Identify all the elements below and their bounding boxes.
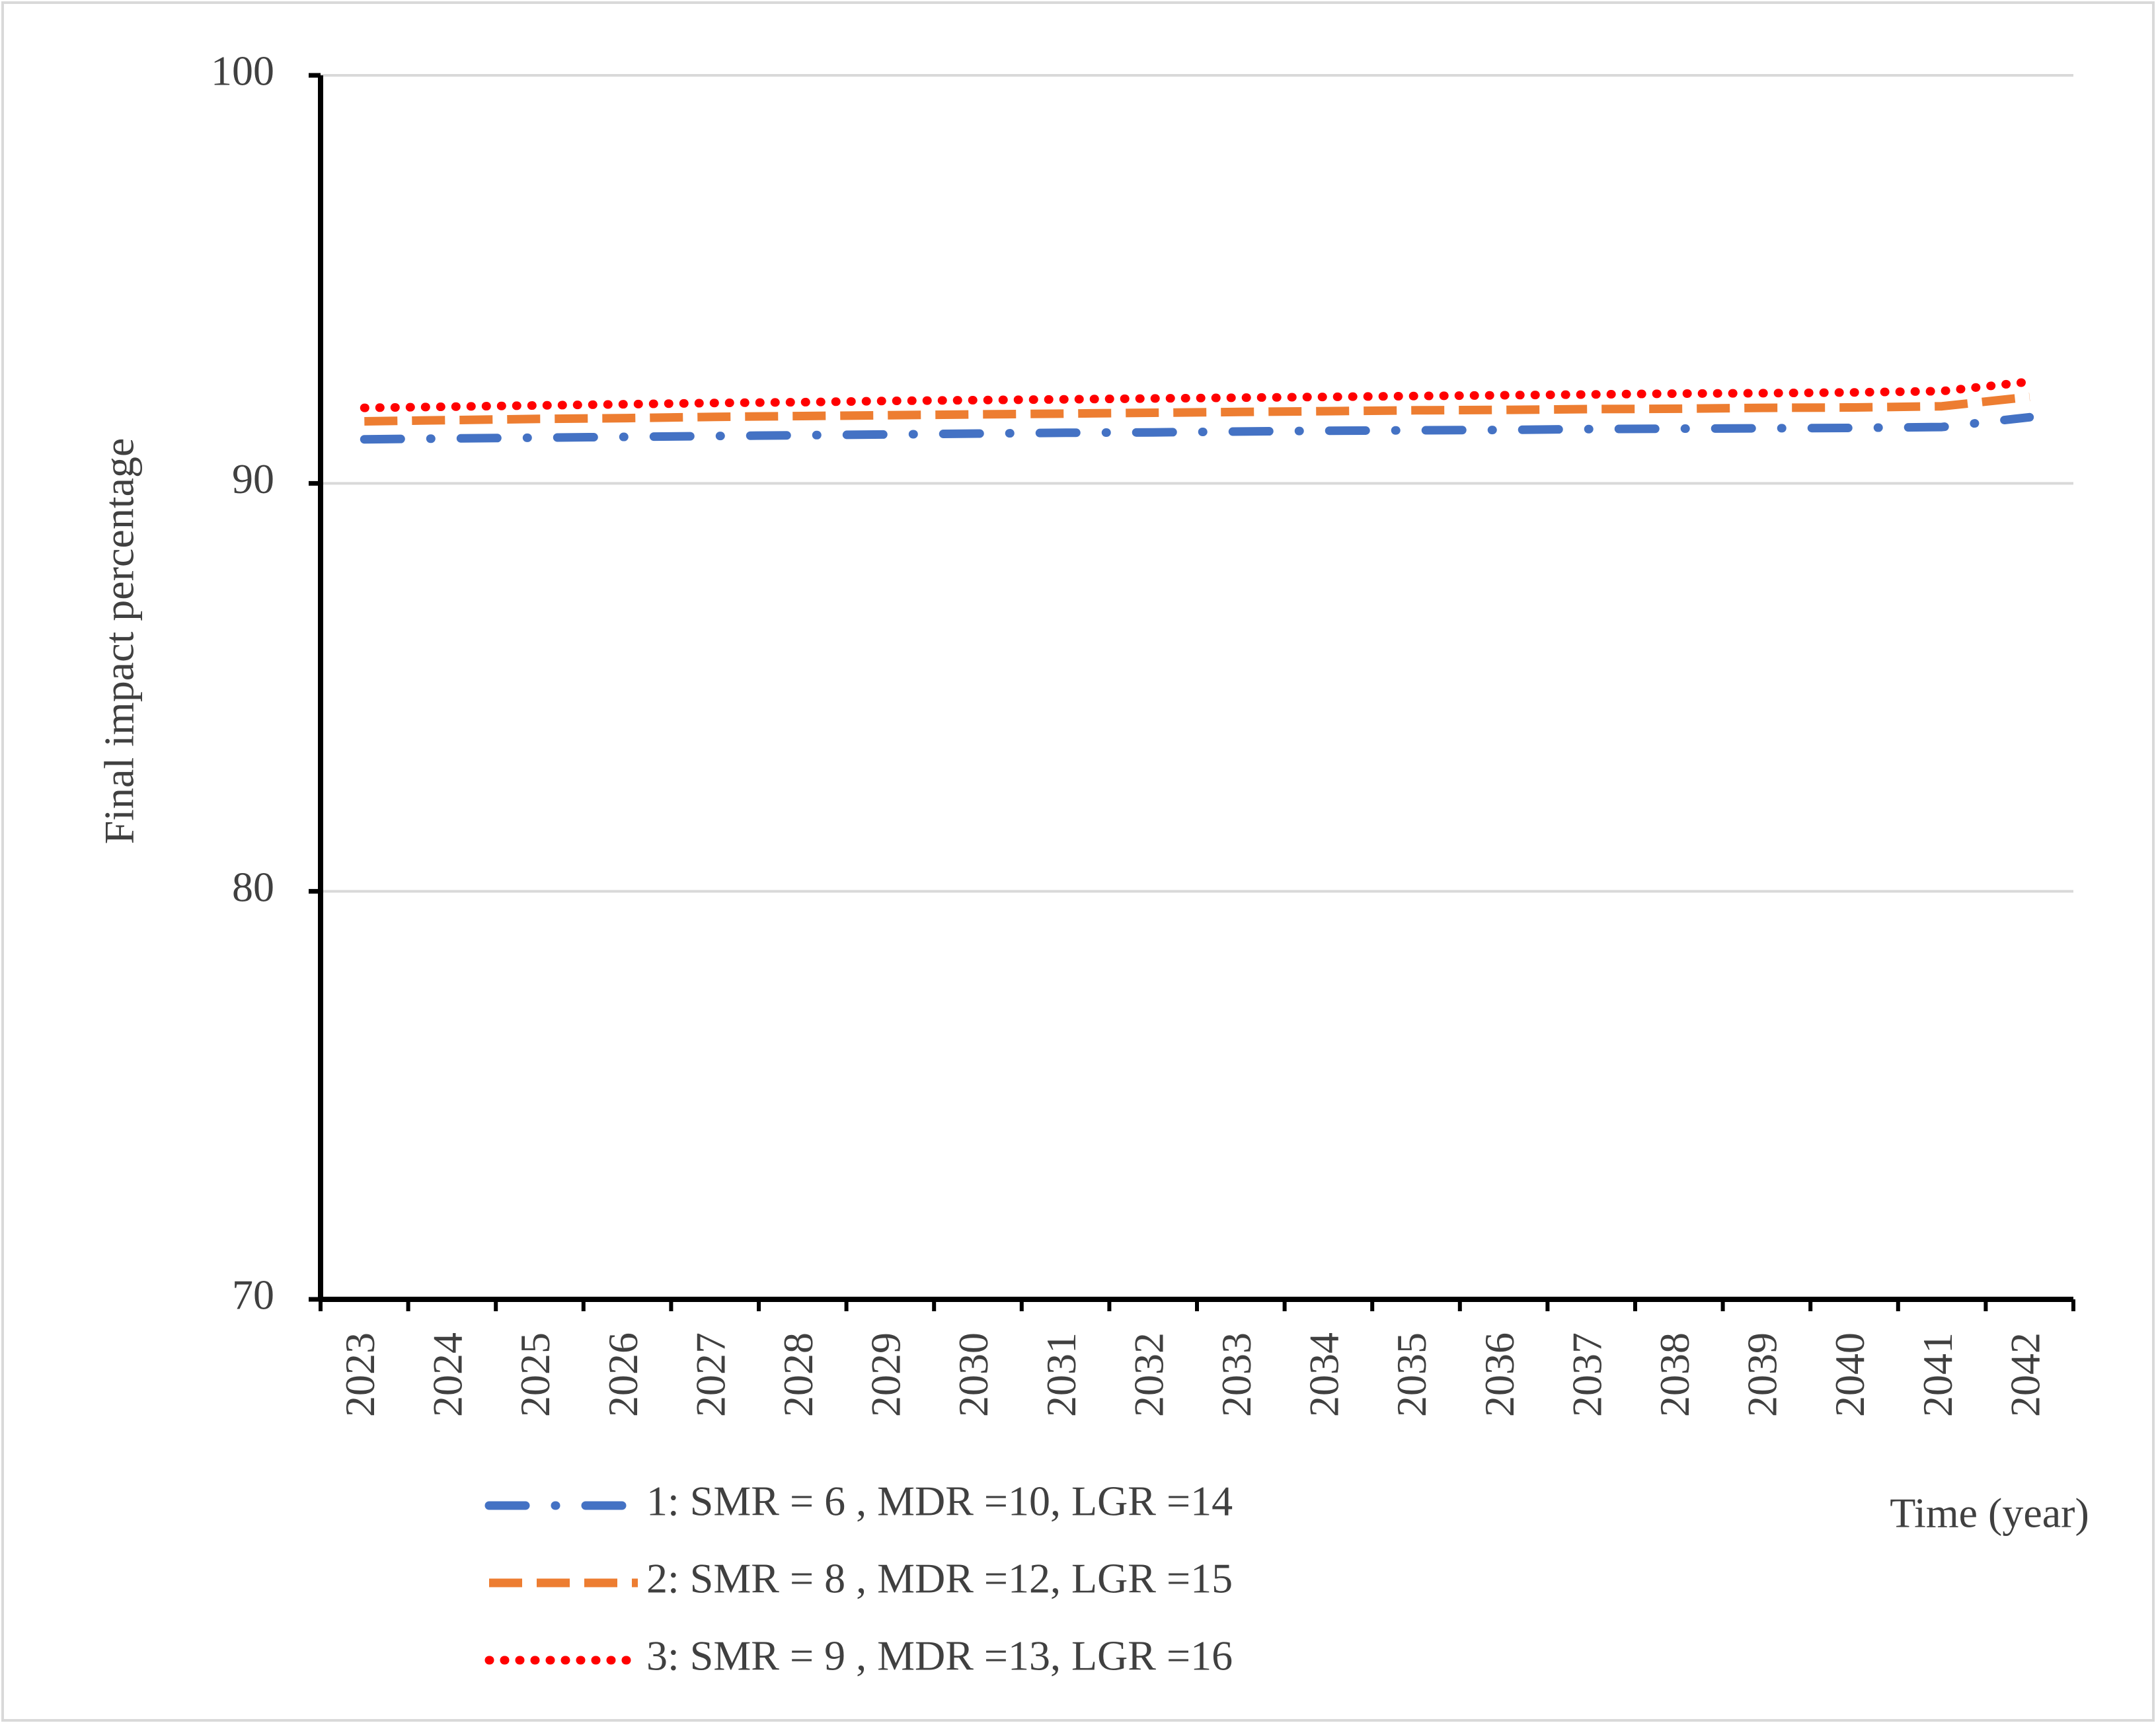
x-tick-label: 2041 xyxy=(1914,1332,1961,1417)
x-tick-label: 2032 xyxy=(1125,1332,1172,1417)
x-axis-title: Time (year) xyxy=(1890,1490,2089,1537)
x-tick-label: 2033 xyxy=(1213,1332,1260,1417)
x-tick-label: 2028 xyxy=(775,1332,822,1417)
y-tick-label: 90 xyxy=(232,455,274,502)
series-line xyxy=(364,393,2030,426)
legend-label: 3: SMR = 9 , MDR =13, LGR =16 xyxy=(646,1632,1233,1679)
x-tick-label: 2038 xyxy=(1651,1332,1698,1417)
legend-label: 1: SMR = 6 , MDR =10, LGR =14 xyxy=(646,1478,1233,1525)
x-tick-label: 2024 xyxy=(424,1332,471,1417)
x-tick-label: 2025 xyxy=(512,1332,558,1417)
legend-label: 2: SMR = 8 , MDR =12, LGR =15 xyxy=(646,1555,1233,1602)
series-line xyxy=(360,412,2034,444)
x-tick-label: 2040 xyxy=(1826,1332,1873,1417)
x-tick-label: 2039 xyxy=(1739,1332,1786,1417)
y-tick-label: 70 xyxy=(232,1272,274,1319)
x-tick-label: 2031 xyxy=(1038,1332,1085,1417)
x-tick-label: 2029 xyxy=(863,1332,909,1417)
y-tick-label: 100 xyxy=(211,48,274,95)
x-tick-label: 2023 xyxy=(336,1332,383,1417)
y-tick-label: 80 xyxy=(232,863,274,910)
x-tick-label: 2027 xyxy=(687,1332,734,1417)
x-tick-label: 2036 xyxy=(1476,1332,1523,1417)
x-tick-label: 2030 xyxy=(950,1332,997,1417)
x-tick-label: 2035 xyxy=(1388,1332,1435,1417)
x-tick-label: 2037 xyxy=(1563,1332,1610,1417)
series-line xyxy=(360,377,2034,412)
x-tick-label: 2034 xyxy=(1301,1332,1348,1417)
y-axis-title: Final impact percentage xyxy=(96,438,143,845)
x-tick-label: 2042 xyxy=(2001,1332,2048,1417)
x-tick-label: 2026 xyxy=(599,1332,646,1417)
